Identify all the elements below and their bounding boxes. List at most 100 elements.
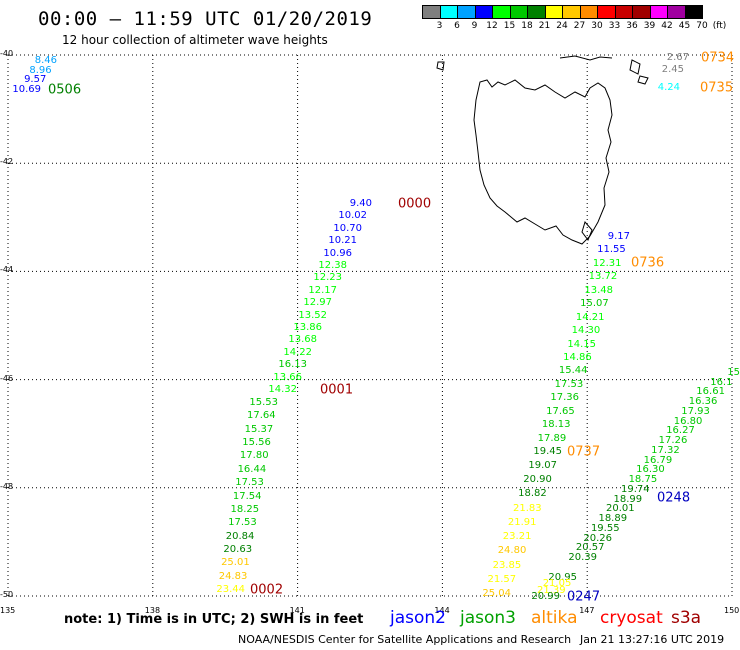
pass-time-label: 0506	[48, 82, 82, 98]
wave-height-value: 13.66	[273, 371, 302, 383]
wave-height-value: 18.82	[518, 488, 547, 500]
wave-height-value: 17.53	[228, 517, 257, 529]
wave-height-value: 25.01	[221, 557, 250, 569]
wave-height-value: 17.80	[239, 450, 269, 462]
color-scale-tick: 39	[643, 21, 656, 31]
latitude-label: -50	[0, 590, 14, 599]
color-scale-tick: 33	[608, 21, 621, 31]
wave-height-value: 20.01	[605, 503, 635, 515]
wave-height-value: 16.30	[636, 464, 665, 476]
wave-height-value: 16.79	[643, 454, 673, 466]
wave-height-value: 23.85	[492, 559, 522, 571]
wave-height-value: 2.67	[666, 52, 689, 63]
pass-time-label: 0734	[701, 50, 735, 66]
pass-time-label: 0000	[398, 196, 432, 212]
wave-height-value: 20.99	[531, 591, 560, 602]
graticule	[7, 54, 733, 597]
legend-cryosat: cryosat	[600, 608, 663, 628]
longitude-label: 141	[289, 606, 305, 615]
wave-height-value: 11.55	[597, 244, 626, 256]
color-scale-tick: 42	[661, 21, 673, 31]
wave-height-value: 10.96	[323, 247, 352, 259]
credit-line: NOAA/NESDIS Center for Satellite Applica…	[238, 633, 572, 646]
wave-height-value: 21.05	[542, 578, 572, 590]
wave-height-value: 24.83	[218, 570, 248, 582]
pass-time-label: 0736	[631, 255, 665, 271]
pass-time-label: 0735	[700, 80, 734, 96]
legend-jason2: jason2	[390, 608, 446, 628]
wave-height-value: 21.57	[487, 573, 517, 585]
longitude-label: 138	[144, 606, 161, 615]
wave-height-value: 15	[727, 367, 740, 378]
wave-height-value: 16.36	[688, 396, 718, 408]
color-scale-tick: 36	[626, 21, 638, 31]
wave-height-value: 2.45	[661, 64, 684, 75]
wave-height-value: 13.68	[288, 334, 317, 346]
wave-height-value: 17.93	[681, 405, 710, 417]
wave-height-value: 18.75	[628, 474, 658, 486]
wave-height-value: 17.53	[554, 378, 584, 390]
wave-height-value: 12.31	[592, 257, 622, 269]
wave-height-value: 17.89	[537, 432, 567, 444]
wave-height-value: 10.21	[328, 235, 357, 247]
wave-height-value: 17.64	[247, 410, 276, 422]
color-scale-tick: 9	[471, 21, 478, 31]
pass-time-label: 0002	[250, 582, 284, 598]
wave-height-value: 9.17	[607, 231, 630, 242]
flinders-island	[629, 59, 641, 75]
wave-height-value: 15.44	[558, 365, 588, 377]
wave-height-value: 21.91	[507, 516, 537, 528]
color-scale-tick: 3	[436, 21, 443, 31]
wave-height-value: 8.96	[29, 64, 52, 76]
wave-height-value: 20.57	[575, 542, 605, 554]
wave-height-value: 21.83	[513, 502, 542, 514]
wave-height-value: 19.07	[528, 460, 557, 471]
wave-height-value: 25.04	[482, 588, 511, 599]
color-scale-tick: 24	[556, 21, 568, 31]
wave-height-value: 13.52	[298, 309, 327, 321]
latitude-label: -42	[0, 157, 14, 167]
pass-time-label: 0737	[567, 444, 601, 460]
wave-height-value: 18.99	[613, 493, 643, 505]
wave-height-value: 20.26	[583, 532, 613, 544]
latitude-label: -44	[0, 265, 14, 275]
tasmania-coastline	[473, 79, 613, 245]
wave-height-value: 10.02	[338, 210, 367, 222]
wave-height-value: 12.97	[303, 297, 332, 309]
longitude-label: 150	[724, 606, 740, 615]
wave-height-value: 17.26	[658, 435, 688, 447]
pass-time-label: 0247	[567, 589, 601, 605]
wave-height-value: 14.32	[268, 384, 297, 395]
color-scale-tick: 15	[503, 21, 516, 31]
wave-height-value: 13.48	[584, 284, 613, 296]
color-scale-swatch	[684, 5, 703, 19]
color-scale-tick: 27	[573, 21, 586, 31]
wave-height-value: 8.46	[34, 55, 57, 66]
wave-height-value: 17.65	[546, 405, 575, 417]
wave-height-value: 18.13	[541, 419, 571, 431]
wave-height-value: 10.69	[12, 84, 41, 95]
legend-s3a: s3a	[671, 608, 702, 628]
longitude-label: 135	[0, 606, 16, 615]
wave-height-value: 13.86	[293, 322, 322, 333]
wave-height-value: 16.27	[666, 425, 695, 437]
map-title: 00:00 – 11:59 UTC 01/20/2019	[38, 8, 373, 30]
wave-height-value: 20.39	[568, 552, 597, 563]
wave-height-value: 10.70	[333, 222, 362, 234]
wave-height-value: 12.23	[313, 272, 342, 284]
wave-height-value: 16.61	[696, 386, 725, 398]
wave-height-value: 16.1	[710, 376, 733, 388]
wave-height-value: 24.80	[497, 545, 527, 557]
cape-barren-island	[637, 75, 649, 85]
wave-height-value: 15.56	[242, 437, 271, 449]
latitude-label: -40	[0, 49, 14, 58]
wave-height-value: 20.63	[223, 543, 253, 555]
wave-height-value: 12.38	[318, 260, 347, 271]
legend-jason3: jason3	[460, 608, 516, 628]
latitude-label: -46	[0, 373, 14, 383]
wave-height-value: 15.53	[249, 397, 278, 408]
wave-height-value: 9.40	[349, 198, 372, 209]
color-scale-tick: 30	[591, 21, 603, 31]
